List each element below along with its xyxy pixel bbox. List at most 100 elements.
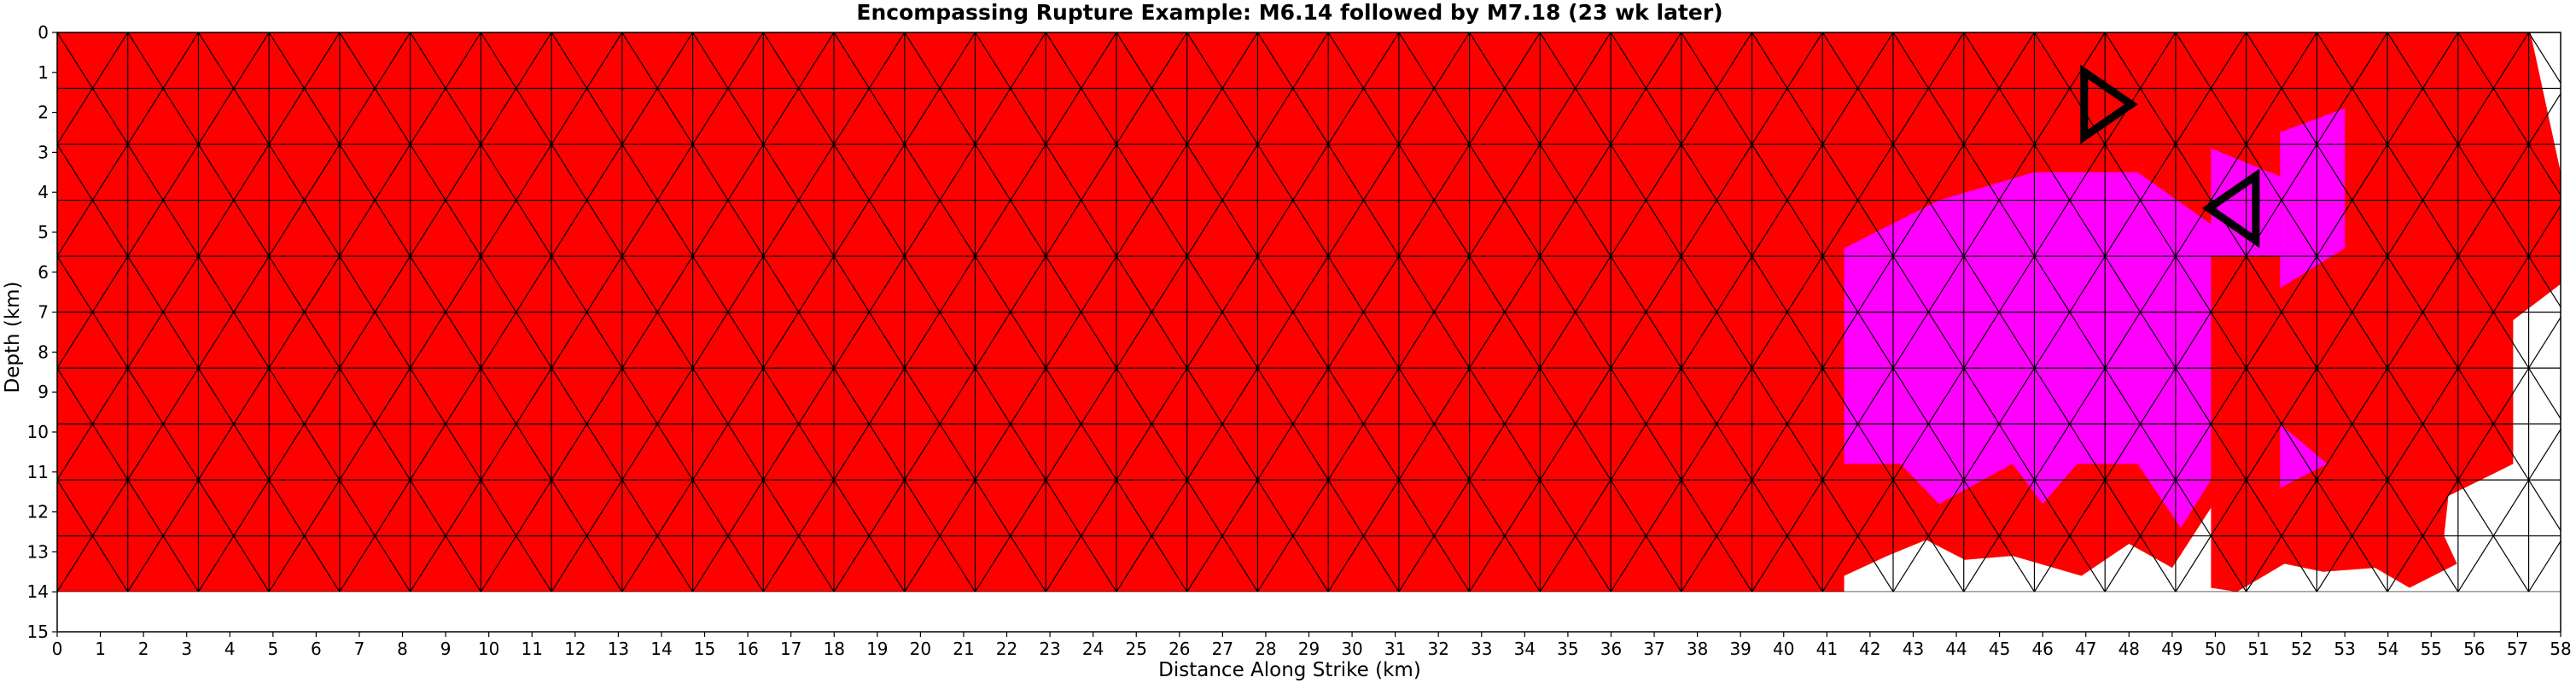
x-tick-label: 19: [866, 639, 888, 659]
y-tick-label: 15: [27, 622, 49, 642]
x-tick-label: 5: [267, 639, 278, 659]
y-tick-label: 13: [27, 541, 49, 562]
x-tick-label: 25: [1125, 639, 1146, 659]
x-tick-label: 53: [2334, 639, 2355, 659]
x-tick-label: 3: [181, 639, 192, 659]
mesh-line-diagonal: [833, 32, 1188, 593]
x-tick-label: 49: [2161, 639, 2183, 659]
y-tick-label: 5: [38, 222, 49, 242]
y-tick-label: 0: [38, 22, 49, 43]
x-tick-label: 45: [1989, 639, 2010, 659]
mesh-line-diagonal: [268, 32, 623, 593]
mesh-line-diagonal: [1469, 32, 1823, 593]
x-tick-label: 24: [1082, 639, 1104, 659]
mesh-line-diagonal: [57, 32, 129, 146]
mesh-line-diagonal: [1681, 32, 2035, 593]
x-tick-label: 11: [522, 639, 543, 659]
y-tick-label: 6: [38, 262, 49, 283]
x-tick-label: 33: [1471, 639, 1492, 659]
y-tick-label: 12: [27, 502, 49, 522]
x-tick-label: 6: [311, 639, 322, 659]
x-tick-label: 15: [694, 639, 715, 659]
mesh-line-diagonal: [480, 32, 835, 593]
mesh-line-diagonal: [2316, 204, 2561, 593]
x-tick-label: 37: [1643, 639, 1664, 659]
mesh-line-diagonal: [127, 32, 481, 593]
x-tick-label: 51: [2247, 639, 2269, 659]
x-tick-label: 17: [780, 639, 801, 659]
hypocenter-marker-2: [2201, 168, 2260, 248]
plot-area: [56, 32, 2561, 633]
y-tick-label: 10: [27, 422, 49, 442]
mesh-line-diagonal: [1892, 32, 2247, 593]
mesh-line-diagonal: [57, 479, 129, 593]
x-tick-label: 21: [953, 639, 974, 659]
x-tick-label: 34: [1514, 639, 1536, 659]
y-tick-label: 3: [38, 142, 49, 162]
x-tick-label: 44: [1945, 639, 1967, 659]
mesh-line-diagonal: [57, 32, 270, 370]
mesh-line-diagonal: [197, 32, 552, 593]
mesh-line-diagonal: [1327, 32, 1682, 593]
mesh-line-diagonal: [904, 32, 1258, 593]
y-tick-label: 4: [38, 182, 49, 202]
x-tick-label: 0: [52, 639, 63, 659]
x-tick-label: 39: [1729, 639, 1751, 659]
x-tick-label: 55: [2421, 639, 2442, 659]
mesh-line-diagonal: [2387, 316, 2561, 593]
x-tick-label: 22: [996, 639, 1017, 659]
y-tick-label: 8: [38, 342, 49, 362]
x-tick-label: 42: [1859, 639, 1880, 659]
x-tick-label: 52: [2291, 639, 2312, 659]
x-tick-label: 31: [1384, 639, 1406, 659]
x-tick-label: 12: [564, 639, 586, 659]
mesh-line-diagonal: [57, 32, 199, 258]
mesh-line-diagonal: [1045, 32, 1400, 593]
mesh-line-diagonal: [57, 32, 341, 482]
mesh-line-diagonal: [1963, 32, 2317, 593]
x-tick-label: 13: [608, 639, 629, 659]
x-axis-label: Distance Along Strike (km): [1158, 659, 1421, 681]
x-tick-label: 47: [2075, 639, 2096, 659]
mesh-line-diagonal: [692, 32, 1046, 593]
y-tick-label: 1: [38, 62, 49, 83]
x-tick-label: 40: [1773, 639, 1794, 659]
hypocenter-marker-1: [2080, 64, 2138, 144]
x-tick-label: 8: [397, 639, 408, 659]
x-tick-label: 1: [95, 639, 106, 659]
y-tick-label: 14: [27, 581, 49, 602]
x-tick-label: 9: [440, 639, 452, 659]
y-tick-label: 7: [38, 302, 49, 323]
x-tick-label: 57: [2507, 639, 2528, 659]
y-tick-label: 2: [38, 102, 49, 123]
chart-title: Encompassing Rupture Example: M6.14 foll…: [856, 0, 1722, 25]
mesh: [57, 32, 2561, 593]
x-tick-label: 20: [910, 639, 931, 659]
mesh-line-diagonal: [2033, 32, 2388, 593]
mesh-line-diagonal: [2457, 32, 2561, 196]
y-axis-label: Depth (km): [2, 281, 24, 393]
rupture-region-m6-14-2: [2280, 108, 2346, 289]
x-tick-label: 16: [737, 639, 758, 659]
mesh-line-diagonal: [1256, 32, 1611, 593]
x-tick-label: 10: [478, 639, 499, 659]
mesh-line-diagonal: [2387, 32, 2561, 308]
mesh-line-diagonal: [1116, 32, 1471, 593]
x-tick-label: 54: [2377, 639, 2398, 659]
x-tick-label: 18: [824, 639, 845, 659]
x-tick-label: 41: [1816, 639, 1838, 659]
x-tick-label: 27: [1212, 639, 1233, 659]
x-tick-label: 48: [2118, 639, 2140, 659]
x-tick-label: 28: [1255, 639, 1276, 659]
mesh-line-diagonal: [974, 32, 1329, 593]
x-tick-label: 50: [2205, 639, 2226, 659]
mesh-line-diagonal: [1751, 32, 2106, 593]
x-tick-label: 58: [2550, 639, 2571, 659]
x-tick-label: 30: [1341, 639, 1362, 659]
mesh-line-diagonal: [762, 32, 1117, 593]
x-tick-label: 14: [650, 639, 672, 659]
mesh-line-diagonal: [339, 32, 694, 593]
x-tick-label: 56: [2463, 639, 2485, 659]
